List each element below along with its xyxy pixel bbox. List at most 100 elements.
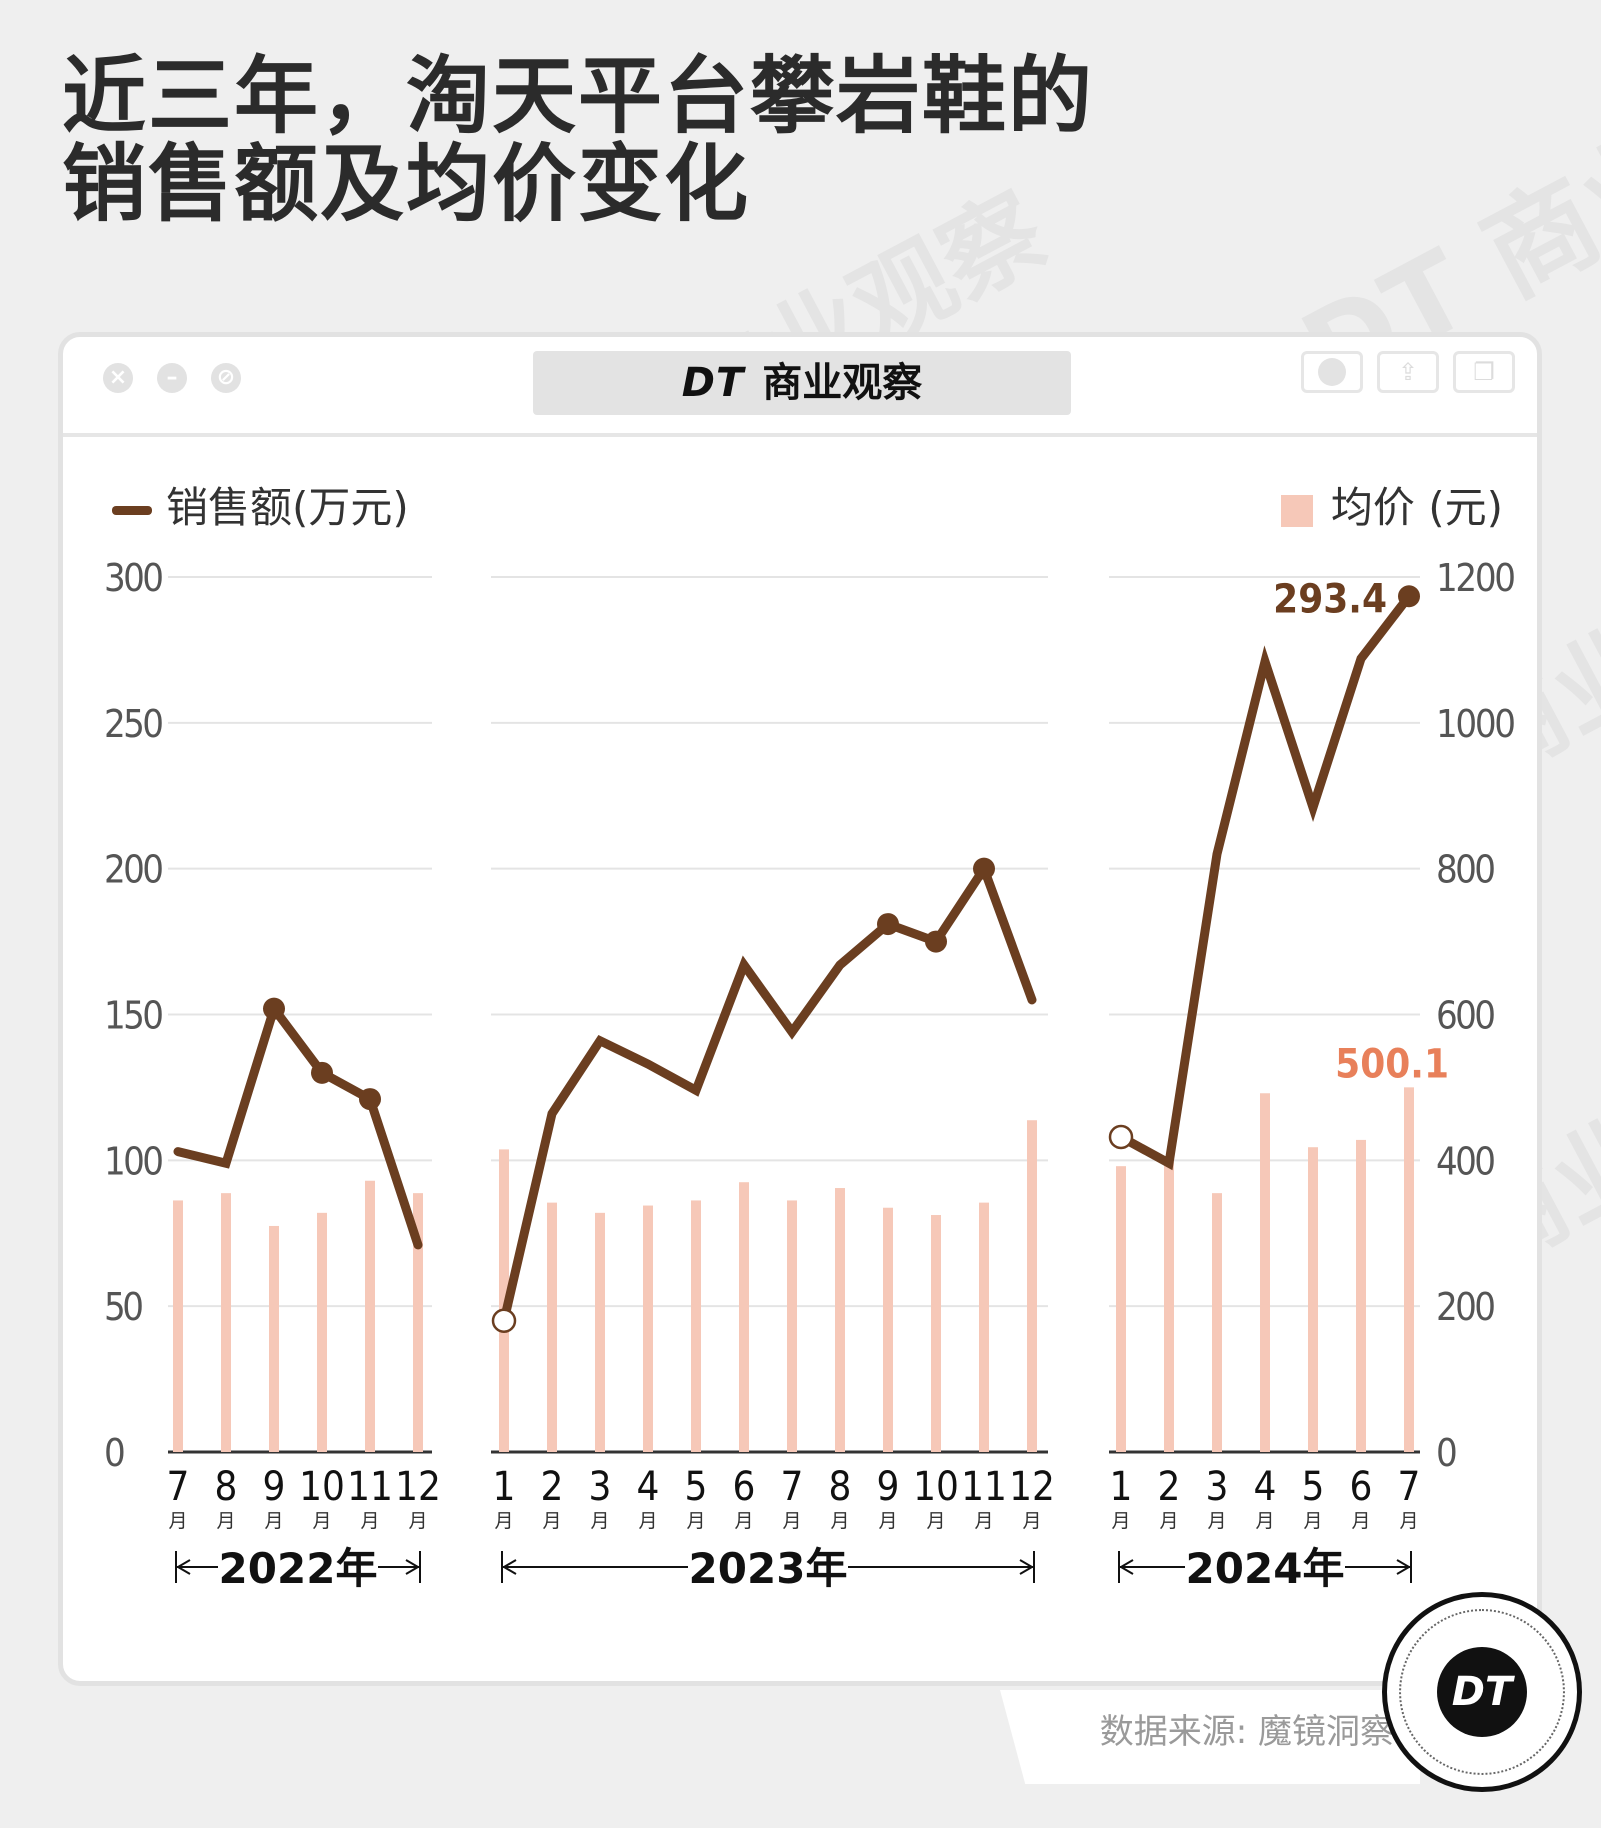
record-icon	[1318, 358, 1346, 386]
share-icon: ⇪	[1397, 358, 1419, 386]
y-right-tick-label: 0	[1436, 1431, 1458, 1475]
price-bar	[1404, 1087, 1414, 1452]
price-bar	[1116, 1166, 1126, 1452]
month-unit-label: 月	[1159, 1510, 1178, 1532]
chart-window: × – ⊘ DT 商业观察 ⇪ ❐	[58, 332, 1542, 1686]
sales-line	[173, 998, 423, 1250]
year-bracket-arrow	[502, 1559, 517, 1575]
title-line-1: 近三年，淘天平台攀岩鞋的	[62, 47, 1095, 145]
legend-price-label: 均价 (元)	[1330, 483, 1503, 532]
month-unit-label: 月	[264, 1510, 283, 1532]
month-label: 12	[395, 1464, 441, 1510]
month-unit-label: 月	[590, 1510, 609, 1532]
month-unit-label: 月	[312, 1510, 331, 1532]
month-label: 6	[733, 1464, 756, 1510]
month-unit-label: 月	[782, 1510, 801, 1532]
legend-line-swatch	[112, 506, 152, 515]
price-bar	[739, 1182, 749, 1452]
y-right-tick-label: 1200	[1436, 556, 1516, 600]
price-bar	[1164, 1161, 1174, 1452]
price-bar	[269, 1225, 279, 1452]
year-bracket-arrow	[405, 1559, 420, 1575]
month-unit-label: 月	[1022, 1510, 1041, 1532]
sales-point	[263, 997, 285, 1020]
price-bar	[1260, 1093, 1270, 1452]
legend-bar-swatch	[1280, 494, 1313, 527]
price-bar	[499, 1149, 509, 1452]
price-bar	[413, 1193, 423, 1452]
month-label: 6	[1350, 1464, 1373, 1510]
month-label: 8	[829, 1464, 852, 1510]
sales-point	[1108, 1124, 1134, 1150]
legend-price: 均价 (元)	[1280, 482, 1503, 534]
month-label: 11	[347, 1464, 393, 1510]
year-bracket-arrow	[1119, 1559, 1134, 1575]
month-label: 4	[1254, 1464, 1277, 1510]
month-unit-label: 月	[926, 1510, 945, 1532]
price-value-label: 500.1	[1335, 1041, 1449, 1087]
month-label: 3	[1206, 1464, 1229, 1510]
sales-point	[359, 1088, 381, 1111]
month-label: 9	[263, 1464, 286, 1510]
share-button[interactable]: ⇪	[1377, 351, 1439, 393]
badge-logo: DT	[1437, 1647, 1527, 1737]
sales-value-label: 293.4	[1273, 576, 1387, 622]
month-unit-label: 月	[168, 1510, 187, 1532]
month-label: 5	[685, 1464, 708, 1510]
price-bar	[883, 1207, 893, 1452]
month-unit-label: 月	[1111, 1510, 1130, 1532]
year-label: 2024年	[1186, 1544, 1345, 1593]
sales-point	[925, 930, 947, 953]
year-bracket-arrow	[1019, 1559, 1034, 1575]
y-right-tick-label: 800	[1436, 848, 1496, 892]
sales-point	[877, 913, 899, 936]
month-unit-label: 月	[216, 1510, 235, 1532]
title-line-2: 销售额及均价变化	[62, 135, 751, 233]
month-unit-label: 月	[1399, 1510, 1418, 1532]
brand-plate: DT 商业观察	[533, 351, 1071, 415]
block-icon[interactable]: ⊘	[211, 363, 241, 393]
month-label: 3	[589, 1464, 612, 1510]
price-bar	[1356, 1139, 1366, 1452]
price-bar	[221, 1193, 231, 1452]
copy-button[interactable]: ❐	[1453, 351, 1515, 393]
y-right-tick-label: 1000	[1436, 702, 1516, 746]
y-left-tick-label: 50	[104, 1285, 144, 1329]
month-label: 11	[961, 1464, 1007, 1510]
y-right-tick-label: 600	[1436, 994, 1496, 1038]
month-unit-label: 月	[974, 1510, 993, 1532]
month-unit-label: 月	[830, 1510, 849, 1532]
month-label: 7	[1398, 1464, 1421, 1510]
price-bar	[317, 1212, 327, 1452]
month-label: 4	[637, 1464, 660, 1510]
year-label: 2022年	[219, 1544, 378, 1593]
copy-icon: ❐	[1473, 358, 1495, 386]
price-bar	[1212, 1193, 1222, 1452]
month-unit-label: 月	[1303, 1510, 1322, 1532]
record-button[interactable]	[1301, 351, 1363, 393]
month-label: 8	[215, 1464, 238, 1510]
month-unit-label: 月	[494, 1510, 513, 1532]
month-label: 1	[493, 1464, 516, 1510]
y-left-tick-label: 150	[104, 994, 164, 1038]
y-left-tick-label: 100	[104, 1139, 164, 1183]
sales-line	[499, 858, 1037, 1326]
legend-sales-label: 销售额(万元)	[166, 483, 409, 532]
badge-ring	[1399, 1609, 1565, 1775]
month-label: 10	[913, 1464, 959, 1510]
month-unit-label: 月	[1351, 1510, 1370, 1532]
month-label: 5	[1302, 1464, 1325, 1510]
sales-line	[1116, 591, 1414, 1171]
minimize-icon[interactable]: –	[157, 363, 187, 393]
close-icon[interactable]: ×	[103, 363, 133, 393]
month-label: 10	[299, 1464, 345, 1510]
month-unit-label: 月	[734, 1510, 753, 1532]
price-bar	[835, 1188, 845, 1452]
window-titlebar: × – ⊘ DT 商业观察 ⇪ ❐	[63, 337, 1537, 437]
month-unit-label: 月	[360, 1510, 379, 1532]
year-bracket-arrow	[176, 1559, 191, 1575]
month-unit-label: 月	[1207, 1510, 1226, 1532]
page-title: 近三年，淘天平台攀岩鞋的 销售额及均价变化	[62, 52, 1094, 228]
y-left-tick-label: 250	[104, 702, 164, 746]
